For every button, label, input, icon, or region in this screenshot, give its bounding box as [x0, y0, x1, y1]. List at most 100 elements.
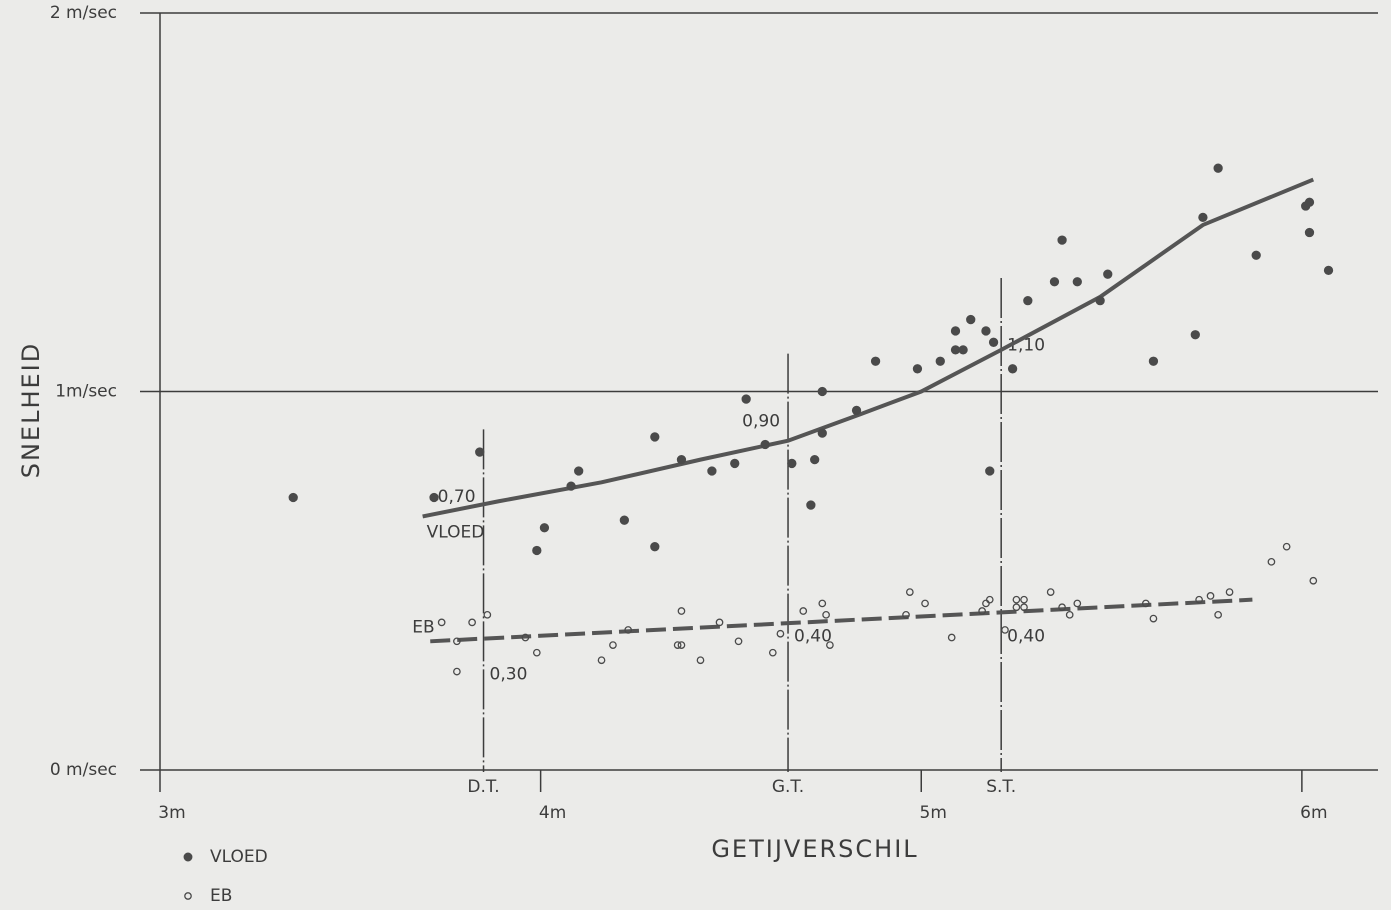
data-point [1073, 599, 1082, 608]
x-tick-label: 6m [1300, 803, 1327, 823]
line-label: VLOED [427, 522, 485, 542]
data-point [1213, 163, 1223, 173]
reference-label: S.T. [986, 777, 1016, 797]
data-point [851, 405, 862, 416]
data-point [760, 439, 770, 450]
data-point [676, 454, 687, 465]
data-point [935, 356, 945, 366]
data-point [475, 447, 485, 457]
data-point [677, 607, 686, 615]
data-point [539, 523, 550, 533]
data-point [902, 610, 910, 619]
data-point [468, 618, 476, 627]
annotation: 0,70 [438, 487, 476, 507]
data-point [818, 599, 827, 608]
data-point [978, 607, 987, 615]
data-point [826, 641, 834, 649]
data-point [1149, 614, 1158, 623]
legend-label: VLOED [210, 847, 268, 867]
data-point [574, 466, 584, 476]
data-point [1012, 603, 1021, 612]
data-point [982, 599, 990, 608]
data-point [912, 364, 923, 374]
legend-marker [184, 892, 192, 900]
data-point [806, 500, 816, 510]
data-point [1206, 592, 1215, 600]
reference-label: D.T. [467, 777, 499, 797]
data-point [1058, 603, 1066, 612]
data-point [1065, 610, 1074, 619]
data-point [768, 648, 777, 657]
data-point [429, 492, 439, 503]
data-point [696, 656, 705, 665]
data-point [950, 326, 961, 336]
data-point [1095, 296, 1105, 306]
data-point [822, 610, 830, 619]
y-axis-title: SNELHEID [17, 342, 45, 479]
data-point [1001, 626, 1009, 634]
y-tick-label: 2 m/sec [50, 3, 117, 23]
annotation: 0,30 [490, 664, 528, 684]
data-point [799, 607, 808, 615]
data-point [1282, 542, 1291, 551]
data-point [650, 432, 660, 442]
data-point [437, 618, 446, 627]
data-point [1057, 235, 1067, 245]
data-point [1072, 277, 1082, 287]
data-point [597, 656, 606, 665]
data-point [1251, 250, 1261, 260]
data-point [1214, 610, 1222, 619]
data-point [483, 610, 492, 619]
data-point [1304, 227, 1315, 238]
data-point [817, 428, 827, 438]
data-point [677, 641, 686, 649]
data-point [741, 394, 751, 404]
data-point [947, 633, 956, 642]
data-point [532, 545, 542, 556]
line-label: EB [412, 617, 434, 637]
data-point [1103, 269, 1113, 279]
data-point [905, 588, 914, 596]
data-point [988, 337, 999, 347]
data-point [1323, 265, 1334, 276]
data-point [981, 326, 991, 336]
data-point [532, 648, 541, 657]
data-point [1046, 588, 1055, 596]
data-point [776, 629, 785, 638]
y-tick-label: 0 m/sec [50, 760, 117, 780]
data-point [1148, 356, 1159, 366]
data-point [870, 356, 881, 366]
data-point [958, 345, 968, 355]
data-point [1141, 599, 1150, 608]
data-point [521, 633, 530, 642]
x-tick-label: 3m [158, 803, 185, 823]
data-point [1012, 595, 1021, 604]
data-point [1267, 557, 1276, 566]
data-point [1309, 576, 1318, 585]
reference-label: G.T. [772, 777, 804, 797]
data-point [288, 492, 298, 503]
data-point [1020, 603, 1028, 612]
data-point [921, 599, 929, 608]
data-point [1304, 197, 1315, 207]
data-point [609, 641, 617, 649]
data-point [1190, 330, 1200, 340]
data-point [985, 466, 995, 476]
x-tick-label: 5m [920, 803, 947, 823]
data-point [624, 626, 633, 634]
data-point [966, 314, 976, 325]
data-point [810, 454, 820, 465]
data-point [985, 595, 994, 604]
data-point [1195, 595, 1203, 604]
fit-line [422, 177, 1315, 519]
annotation: 0,90 [742, 411, 780, 431]
data-point [1225, 588, 1234, 596]
data-point [1198, 212, 1208, 223]
data-point [453, 637, 461, 646]
data-point [566, 481, 576, 491]
annotation: 0,40 [1007, 627, 1045, 647]
data-point [1020, 595, 1028, 604]
y-tick-label: 1m/sec [55, 382, 117, 402]
legend-label: EB [210, 886, 232, 906]
